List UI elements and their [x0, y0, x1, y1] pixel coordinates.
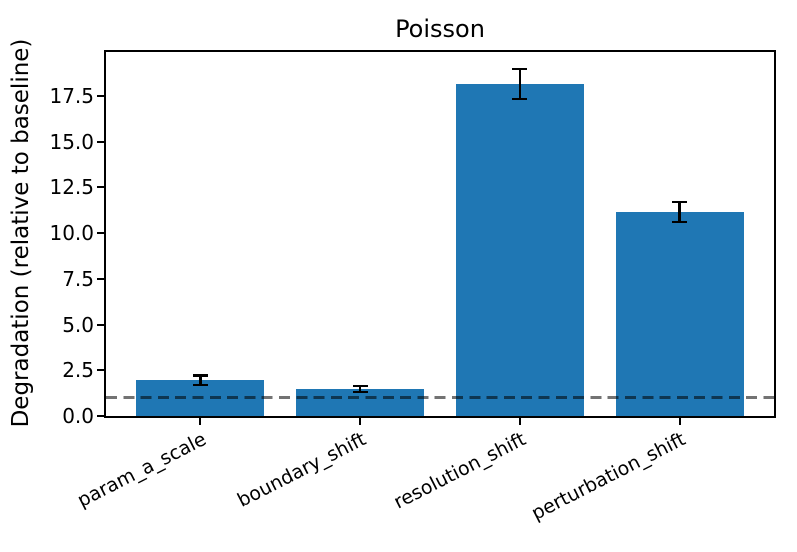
- error-bar-cap-bottom: [192, 383, 208, 387]
- error-bar-cap-bottom: [672, 220, 688, 224]
- y-tick-label: 17.5: [49, 83, 94, 108]
- y-tick-mark: [97, 232, 106, 235]
- y-axis-label: Degradation (relative to baseline): [8, 38, 34, 428]
- y-tick-label: 0.0: [62, 404, 94, 428]
- error-bar-cap-top: [352, 384, 368, 388]
- y-tick-label: 2.5: [62, 358, 94, 383]
- y-tick-mark: [97, 323, 106, 326]
- error-bar-cap-bottom: [352, 390, 368, 394]
- y-tick-mark: [97, 277, 106, 280]
- error-bar-cap-top: [192, 374, 208, 378]
- y-tick-mark: [97, 415, 106, 417]
- x-tick-mark: [678, 416, 681, 425]
- x-tick-mark: [199, 416, 202, 425]
- error-bar-line: [358, 386, 362, 392]
- y-tick-label: 15.0: [49, 129, 94, 154]
- x-tick-label-resolution_shift: resolution_shift: [390, 428, 530, 514]
- y-tick-mark: [97, 94, 106, 97]
- y-tick-label: 7.5: [62, 266, 94, 291]
- y-tick-label: 5.0: [62, 312, 94, 337]
- baseline-dashed-line: [106, 396, 774, 400]
- error-bar-line: [678, 201, 681, 223]
- bar-boundary_shift: [296, 388, 425, 416]
- x-tick-mark: [359, 416, 362, 425]
- y-tick-mark: [97, 186, 106, 189]
- x-tick-mark: [518, 416, 521, 425]
- bar-resolution_shift: [455, 84, 584, 416]
- x-tick-label-perturbation_shift: perturbation_shift: [528, 428, 690, 525]
- y-tick-mark: [97, 140, 106, 143]
- error-bar-line: [518, 69, 522, 99]
- error-bar-cap-top: [672, 200, 688, 204]
- y-tick-label: 10.0: [49, 221, 94, 246]
- x-tick-label-param_a_scale: param_a_scale: [73, 428, 210, 512]
- error-bar-line: [198, 375, 202, 385]
- error-bar-cap-bottom: [512, 97, 528, 101]
- chart-title: Poisson: [395, 15, 485, 43]
- y-tick-mark: [97, 369, 106, 372]
- plot-area: 0.0 2.5 5.0 7.5 10.0 12.5 15.0 17.5 param_a_scal…: [49, 50, 776, 525]
- y-tick-label: 12.5: [49, 175, 94, 200]
- error-bar-cap-top: [512, 67, 528, 71]
- bar-perturbation_shift: [615, 212, 744, 416]
- x-tick-label-boundary_shift: boundary_shift: [233, 428, 370, 512]
